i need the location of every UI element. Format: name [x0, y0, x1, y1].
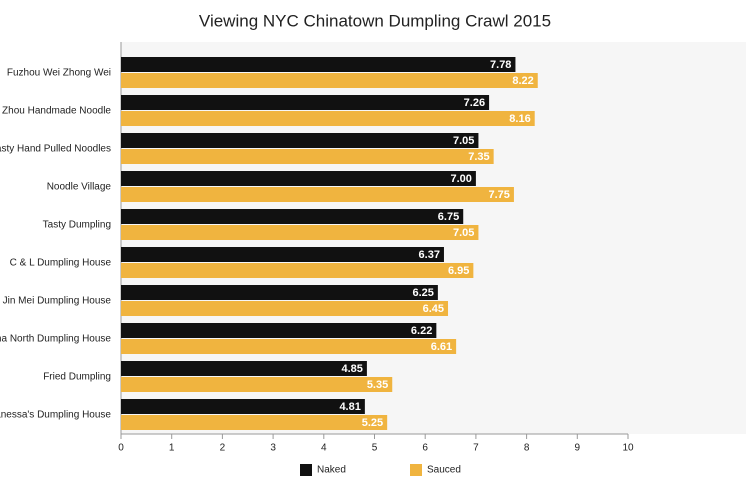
x-tick-label: 8 — [524, 443, 530, 454]
bar — [121, 285, 438, 300]
x-tick-label: 10 — [622, 443, 634, 454]
bar — [121, 149, 494, 164]
bar — [121, 339, 457, 354]
x-tick-label: 0 — [118, 443, 124, 454]
x-tick-label: 3 — [270, 443, 276, 454]
chart-title: Viewing NYC Chinatown Dumpling Crawl 201… — [199, 11, 551, 30]
bar — [121, 95, 490, 110]
bar — [121, 187, 514, 202]
bar — [121, 57, 516, 72]
value-label: 6.25 — [412, 287, 433, 299]
bar — [121, 263, 474, 278]
value-label: 5.35 — [367, 379, 388, 391]
bar — [121, 171, 476, 186]
bar — [121, 377, 393, 392]
bar — [121, 73, 538, 88]
x-tick-label: 1 — [169, 443, 175, 454]
value-label: 5.25 — [362, 417, 383, 429]
y-tick-label: Tasty Hand Pulled Noodles — [0, 144, 111, 155]
y-tick-label: Tasty Dumpling — [43, 220, 111, 231]
value-label: 6.37 — [419, 249, 440, 261]
x-tick-label: 9 — [575, 443, 581, 454]
legend-swatch — [300, 464, 312, 476]
value-label: 7.26 — [464, 97, 485, 109]
bar — [121, 133, 479, 148]
y-tick-label: Lam Zhou Handmade Noodle — [0, 106, 111, 117]
x-tick-label: 6 — [422, 443, 428, 454]
x-tick-label: 2 — [220, 443, 226, 454]
value-label: 7.78 — [490, 59, 511, 71]
y-tick-label: Fuzhou Wei Zhong Wei — [7, 68, 111, 79]
legend-label: Sauced — [427, 465, 461, 476]
bar — [121, 323, 437, 338]
value-label: 6.75 — [438, 211, 459, 223]
y-tick-label: C & L Dumpling House — [10, 258, 112, 269]
value-label: 7.75 — [489, 189, 510, 201]
x-tick-label: 4 — [321, 443, 327, 454]
legend-label: Naked — [317, 465, 346, 476]
bar — [121, 225, 479, 240]
value-label: 6.61 — [431, 341, 452, 353]
value-label: 8.16 — [509, 113, 530, 125]
value-label: 6.22 — [411, 325, 432, 337]
value-label: 4.81 — [339, 401, 360, 413]
value-label: 7.35 — [468, 151, 489, 163]
value-label: 7.05 — [453, 135, 474, 147]
bar — [121, 399, 365, 414]
y-tick-label: Vanessa's Dumpling House — [0, 410, 111, 421]
y-tick-label: Jin Mei Dumpling House — [3, 296, 112, 307]
x-tick-label: 7 — [473, 443, 479, 454]
x-tick-label: 5 — [372, 443, 378, 454]
value-label: 8.22 — [512, 75, 533, 87]
bar — [121, 415, 388, 430]
bar — [121, 247, 444, 262]
y-tick-label: Noodle Village — [47, 182, 112, 193]
bar — [121, 111, 535, 126]
y-tick-label: Fried Dumpling — [43, 372, 111, 383]
y-tick-label: China North Dumpling House — [0, 334, 111, 345]
value-label: 4.85 — [341, 363, 362, 375]
value-label: 7.05 — [453, 227, 474, 239]
bar — [121, 209, 464, 224]
value-label: 6.95 — [448, 265, 469, 277]
bar — [121, 301, 449, 316]
value-label: 6.45 — [423, 303, 444, 315]
legend-swatch — [410, 464, 422, 476]
bar — [121, 361, 367, 376]
value-label: 7.00 — [450, 173, 471, 185]
